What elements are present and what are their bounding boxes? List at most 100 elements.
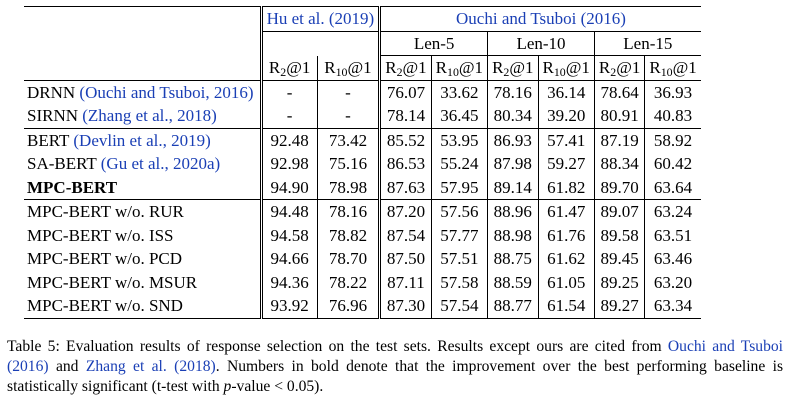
table-cell: 36.45 <box>431 104 489 128</box>
table-cell: 78.82 <box>317 223 382 247</box>
table-cell: 78.14 <box>379 104 432 128</box>
table-cell: 76.07 <box>379 79 432 104</box>
table-cell: 92.98 <box>261 152 318 176</box>
table-cell: 61.54 <box>538 294 595 319</box>
table-row: SA-BERT (Gu et al., 2020a) 92.98 75.16 86.5… <box>24 152 701 176</box>
table-cell: 80.91 <box>594 104 646 128</box>
table-cell: 78.22 <box>317 270 382 294</box>
hu-2019-header[interactable]: Hu et al. (2019) <box>266 9 375 29</box>
table-row: SIRNN (Zhang et al., 2018) - -78.14 36.45 80… <box>24 104 701 128</box>
table-cell: 73.42 <box>317 127 382 152</box>
results-table: Hu et al. (2019) Ouchi and Tsuboi (2016)… <box>24 6 701 319</box>
table-cell: 57.77 <box>431 223 489 247</box>
table-cell: 63.51 <box>653 225 693 245</box>
model-citation[interactable]: (Zhang et al., 2018) <box>82 106 217 126</box>
table-cell: 63.34 <box>644 294 701 319</box>
table-cell: 88.96 <box>487 199 539 224</box>
table-cell: 92.48 <box>261 127 318 152</box>
table-cell: 78.98 <box>317 175 382 200</box>
table-cell: 61.82 <box>538 175 595 200</box>
table-caption: Table 5: Evaluation results of response … <box>7 338 784 395</box>
table-cell: 87.54 <box>379 223 432 247</box>
model-name: MPC-BERT w/o. ISS <box>24 223 263 247</box>
metric-r2-at1: R2@1 <box>594 55 646 81</box>
table-cell: 78.16 <box>487 79 539 104</box>
len10-header: Len-10 <box>487 31 595 56</box>
group-header-row: Hu et al. (2019) Ouchi and Tsuboi (2016) <box>24 6 701 32</box>
table-cell: 89.70 <box>594 175 646 200</box>
table-cell: 78.64 <box>594 79 646 104</box>
table-cell: 59.27 <box>538 152 595 176</box>
table-cell: - <box>261 79 318 104</box>
table-cell: 88.75 <box>487 247 539 271</box>
table-cell: 40.83 <box>653 106 693 126</box>
table-cell: - <box>317 79 382 104</box>
table-row: DRNN (Ouchi and Tsuboi, 2016) - -76.07 33.6… <box>24 79 701 104</box>
metric-r2-at1: R2@1 <box>379 55 432 81</box>
table-cell: 94.66 <box>261 247 318 271</box>
table-cell: 61.76 <box>538 223 595 247</box>
model-name: MPC-BERT w/o. MSUR <box>24 270 263 294</box>
table-row: BERT (Devlin et al., 2019) 92.48 73.42 85.5… <box>24 127 701 152</box>
metric-r10-at1: R10@1 <box>431 55 489 81</box>
table-cell: 93.92 <box>261 294 318 319</box>
table-cell: 86.53 <box>379 152 432 176</box>
table-cell: 89.58 <box>594 223 646 247</box>
metric-r2-at1: R2@1 <box>261 55 318 81</box>
model-citation[interactable]: (Ouchi and Tsuboi, 2016) <box>79 82 254 102</box>
table-cell: 53.95 <box>431 127 489 152</box>
table-cell: 87.20 <box>379 199 432 224</box>
table-cell: 76.96 <box>317 294 382 319</box>
table-cell: 86.93 <box>487 127 539 152</box>
model-name: SIRNN (Zhang et al., 2018) <box>24 104 263 128</box>
table-row: MPC-BERT w/o. MSUR 94.36 78.22 87.11 57.58 88… <box>24 270 701 294</box>
model-name: SA-BERT (Gu et al., 2020a) <box>24 152 263 176</box>
table-cell: 36.93 <box>644 79 701 104</box>
table-cell: 87.11 <box>379 270 432 294</box>
model-name: MPC-BERT w/o. RUR <box>24 199 263 224</box>
model-name: MPC-BERT w/o. PCD <box>24 247 263 271</box>
table-cell: 33.62 <box>431 79 489 104</box>
table-cell: 94.36 <box>261 270 318 294</box>
table-cell: 36.14 <box>538 79 595 104</box>
table-cell: 94.90 <box>261 175 318 200</box>
table-cell: 87.30 <box>379 294 432 319</box>
table-cell: 94.48 <box>261 199 318 224</box>
table-cell: 89.27 <box>594 294 646 319</box>
table-cell: 75.16 <box>317 152 382 176</box>
table-cell: 58.92 <box>644 127 701 152</box>
table-cell: 57.58 <box>431 270 489 294</box>
table-cell: 87.50 <box>379 247 432 271</box>
table-cell: 61.62 <box>538 247 595 271</box>
table-cell: 88.98 <box>487 223 539 247</box>
len5-header: Len-5 <box>379 31 489 56</box>
table-cell: 94.58 <box>261 223 318 247</box>
table-cell: 88.34 <box>594 152 646 176</box>
metric-header-row: R2@1 R10@1 R2@1 R10@1 R2@1 R10@1 R2@1 R10@1 <box>24 55 701 81</box>
table-cell: - <box>317 104 382 128</box>
caption-cite-zhang[interactable]: Zhang et al. (2018) <box>85 358 216 375</box>
model-citation[interactable]: (Devlin et al., 2019) <box>73 130 211 150</box>
table-cell: 88.59 <box>487 270 539 294</box>
table-cell: 60.42 <box>653 154 693 174</box>
table-cell: 87.98 <box>487 152 539 176</box>
ouchi-2016-header[interactable]: Ouchi and Tsuboi (2016) <box>456 9 626 29</box>
table-cell: - <box>261 104 318 128</box>
table-cell: 63.20 <box>653 272 693 292</box>
table-cell: 89.14 <box>487 175 539 200</box>
table-cell: 89.07 <box>594 199 646 224</box>
caption-cite-ouchi[interactable]: Ouchi and Tsuboi (2016) <box>7 338 783 375</box>
table-cell: 63.46 <box>653 249 693 269</box>
table-cell: 61.47 <box>538 199 595 224</box>
table-row: MPC-BERT w/o. ISS 94.58 78.82 87.54 57.77 88.… <box>24 223 701 247</box>
len15-header: Len-15 <box>594 31 701 56</box>
table-cell: 87.19 <box>594 127 646 152</box>
metric-r2-at1: R2@1 <box>487 55 539 81</box>
model-name: DRNN (Ouchi and Tsuboi, 2016) <box>24 79 263 104</box>
table-cell: 63.64 <box>653 177 693 197</box>
table-cell: 57.41 <box>538 127 595 152</box>
model-citation[interactable]: (Gu et al., 2020a) <box>100 154 221 174</box>
metric-r10-at1: R10@1 <box>317 55 382 81</box>
len-header-row: Len-5 Len-10 Len-15 <box>24 31 701 56</box>
table-cell: 87.63 <box>379 175 432 200</box>
